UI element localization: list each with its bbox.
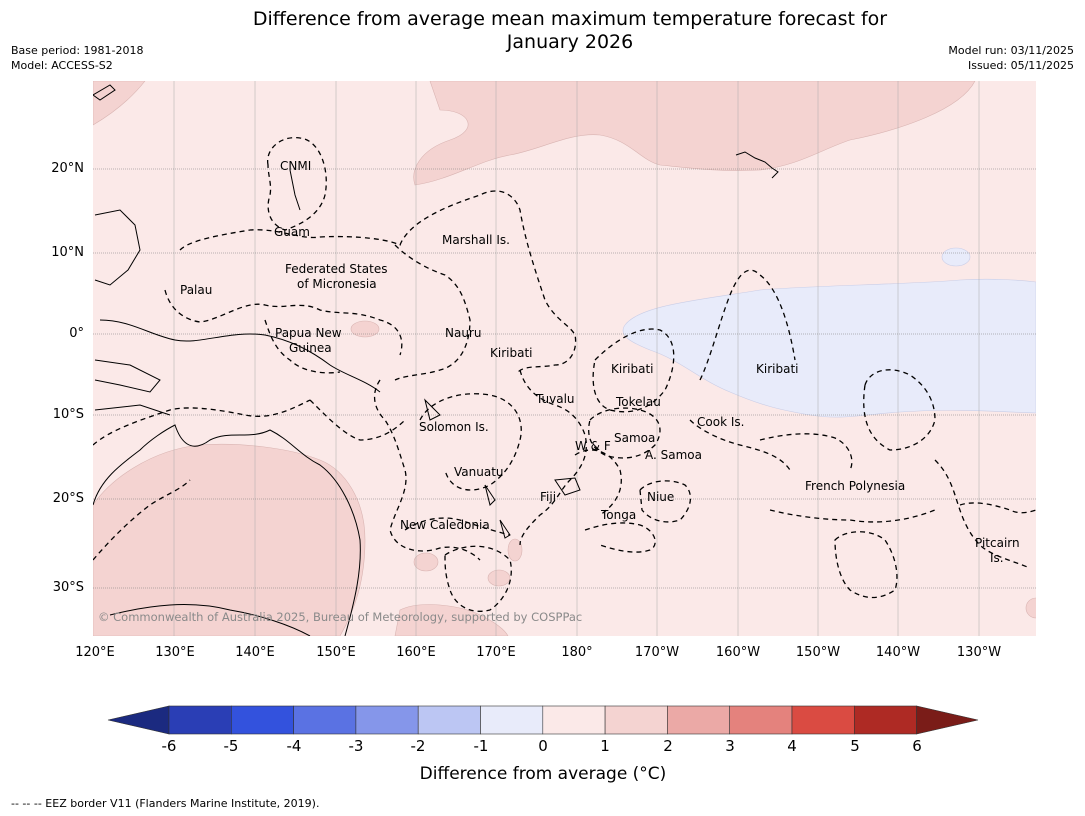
label-fiji: Fiji	[540, 490, 556, 504]
colorbar-segment	[355, 705, 419, 735]
lon-label-140w: 140°W	[875, 645, 921, 660]
label-guam: Guam	[274, 225, 310, 239]
lon-label-130e: 130°E	[155, 645, 195, 660]
anomaly-zone-nw	[93, 81, 146, 126]
label-pitcairn-2: Is.	[990, 551, 1004, 565]
colorbar-segment	[417, 705, 481, 735]
colorbar-segment	[667, 705, 731, 735]
eez-legend-note: -- -- -- EEZ border V11 (Flanders Marine…	[11, 797, 320, 810]
graticule	[93, 81, 1036, 636]
colorbar-segment	[231, 705, 294, 735]
colorbar-tick-0: 0	[538, 737, 548, 755]
coastlines	[93, 84, 779, 636]
colorbar-tick-1: 1	[600, 737, 610, 755]
lat-label-0: 0°	[69, 326, 84, 341]
base-period-info: Base period: 1981-2018 Model: ACCESS-S2	[11, 43, 143, 73]
label-tokelau: Tokelau	[615, 395, 661, 409]
label-cook: Cook Is.	[697, 415, 744, 429]
label-solomon: Solomon Is.	[419, 420, 489, 434]
chart-title: Difference from average mean maximum tem…	[170, 8, 970, 54]
lon-label-120e: 120°E	[75, 645, 115, 660]
lat-label-20n: 20°N	[51, 161, 84, 176]
lon-label-180: 180°	[561, 645, 593, 660]
lon-label-140e: 140°E	[235, 645, 275, 660]
lat-label-10s: 10°S	[52, 407, 84, 422]
colorbar-segment	[729, 705, 793, 735]
label-marshall: Marshall Is.	[442, 233, 510, 247]
colorbar-segment	[480, 705, 544, 735]
label-new-caledonia: New Caledonia	[400, 518, 490, 532]
colorbar-tick-6: 6	[912, 737, 922, 755]
label-fsm-1: Federated States	[285, 262, 387, 276]
label-cnmi: CNMI	[280, 159, 311, 173]
label-asamoa: A. Samoa	[645, 448, 702, 462]
colorbar-segment	[293, 705, 357, 735]
issued-date: Issued: 05/11/2025	[967, 59, 1074, 72]
colorbar-segment	[542, 705, 606, 735]
label-french-polynesia: French Polynesia	[805, 479, 905, 493]
lon-label-150w: 150°W	[795, 645, 841, 660]
lon-label-160e: 160°E	[396, 645, 436, 660]
colorbar-tick-n6: -6	[161, 737, 177, 755]
colorbar-tick-5: 5	[850, 737, 860, 755]
eez-borders	[93, 137, 1036, 612]
lon-label-170e: 170°E	[476, 645, 516, 660]
colorbar-segment	[791, 705, 855, 735]
colorbar-tick-n4: -4	[286, 737, 302, 755]
label-tuvalu: Tuvalu	[535, 392, 575, 406]
colorbar-tick-n3: -3	[348, 737, 364, 755]
anomaly-zone-north	[413, 81, 976, 186]
label-kiribati-west: Kiribati	[490, 346, 532, 360]
colorbar-segment	[853, 705, 917, 735]
anomaly-zone-cool-small	[941, 247, 971, 267]
colorbar-tick-n2: -2	[410, 737, 426, 755]
label-palau: Palau	[180, 283, 212, 297]
anomaly-zone-south	[394, 604, 509, 636]
label-kiribati-east: Kiribati	[756, 362, 798, 376]
lon-label-160w: 160°W	[715, 645, 761, 660]
title-line-1: Difference from average mean maximum tem…	[252, 8, 888, 30]
label-pitcairn-1: Pitcairn	[975, 536, 1020, 550]
label-kiribati-central: Kiribati	[611, 362, 653, 376]
anomaly-zone-australia	[93, 443, 366, 636]
colorbar-segment	[604, 705, 668, 735]
model-run: Model run: 03/11/2025	[948, 44, 1074, 57]
colorbar-segment	[168, 705, 232, 735]
model-name: Model: ACCESS-S2	[11, 59, 113, 72]
lon-label-130w: 130°W	[956, 645, 1002, 660]
label-tonga: Tonga	[600, 508, 636, 522]
lon-label-150e: 150°E	[316, 645, 356, 660]
colorbar-tick-2: 2	[663, 737, 673, 755]
colorbar	[107, 705, 979, 735]
colorbar-tick-4: 4	[787, 737, 797, 755]
colorbar-extend-low	[107, 705, 170, 735]
anomaly-zone-cool	[622, 278, 1036, 418]
lat-label-30s: 30°S	[52, 580, 84, 595]
label-niue: Niue	[647, 490, 674, 504]
label-wf: W & F	[575, 439, 611, 453]
base-period: Base period: 1981-2018	[11, 44, 144, 57]
region-labels: CNMI Guam Marshall Is. Federated States …	[180, 159, 1020, 565]
colorbar-tick-n1: -1	[473, 737, 489, 755]
label-png-1: Papua New	[275, 326, 342, 340]
colorbar-tick-n5: -5	[223, 737, 239, 755]
lon-label-170w: 170°W	[634, 645, 680, 660]
label-vanuatu: Vanuatu	[454, 465, 504, 479]
colorbar-extend-high	[916, 705, 979, 735]
label-png-2: Guinea	[289, 341, 332, 355]
label-samoa: Samoa	[614, 431, 655, 445]
label-nauru: Nauru	[445, 326, 481, 340]
label-fsm-2: of Micronesia	[297, 277, 377, 291]
lat-label-20s: 20°S	[52, 491, 84, 506]
lat-label-10n: 10°N	[51, 245, 84, 260]
run-info: Model run: 03/11/2025 Issued: 05/11/2025	[948, 43, 1074, 73]
title-line-2: January 2026	[506, 31, 634, 53]
colorbar-tick-3: 3	[725, 737, 735, 755]
copyright-text: © Commonwealth of Australia 2025, Bureau…	[98, 610, 582, 624]
colorbar-label: Difference from average (°C)	[419, 764, 667, 784]
